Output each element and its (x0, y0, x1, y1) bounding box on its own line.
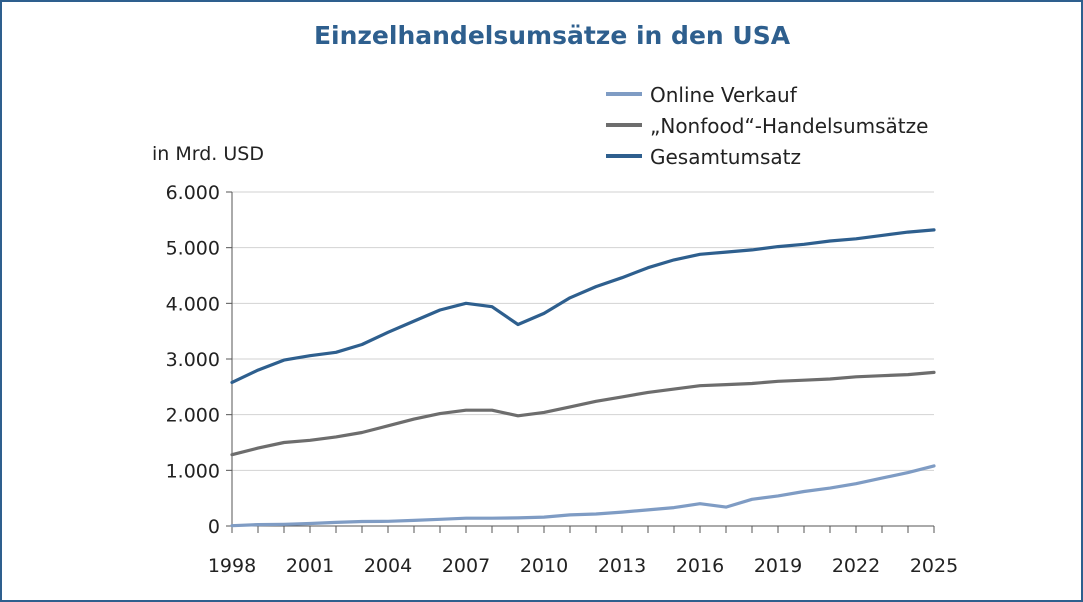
x-tick-label: 2007 (442, 555, 490, 577)
x-tick-label: 2004 (364, 555, 412, 577)
y-tick-label: 1.000 (166, 460, 220, 482)
axes: 0 1.000 2.000 3.000 4.000 5.000 6.000 1998 2001 2… (166, 182, 959, 577)
x-tick-label: 2010 (520, 555, 568, 577)
x-tick-label: 2013 (598, 555, 646, 577)
gridlines (232, 191, 934, 471)
y-tick-label: 2.000 (166, 405, 220, 427)
chart-title: Einzelhandelsumsätze in den USA (314, 21, 791, 50)
legend-label-1: „Nonfood“-Handelsumsätze (650, 114, 928, 138)
y-tick-label: 6.000 (166, 182, 220, 204)
x-tick-label: 2019 (754, 555, 802, 577)
legend-label-0: Online Verkauf (650, 83, 798, 107)
x-tick-label: 1998 (208, 555, 256, 577)
legend-label-2: Gesamtumsatz (650, 145, 801, 169)
x-tick-label: 2022 (832, 555, 880, 577)
series-line-0 (230, 464, 936, 528)
x-tick-label: 2016 (676, 555, 724, 577)
series-line-2 (230, 228, 936, 384)
legend: Online Verkauf „Nonfood“-Handelsumsätze Ge… (606, 83, 928, 169)
y-tick-label: 4.000 (166, 293, 220, 315)
y-tick-label: 0 (208, 516, 220, 538)
x-tick-label: 2001 (286, 555, 334, 577)
y-axis-unit-label: in Mrd. USD (152, 143, 264, 165)
series-line-1 (230, 370, 936, 457)
x-tick-label: 2025 (910, 555, 958, 577)
y-tick-label: 5.000 (166, 238, 220, 260)
series-lines (230, 228, 936, 528)
y-tick-label: 3.000 (166, 349, 220, 371)
